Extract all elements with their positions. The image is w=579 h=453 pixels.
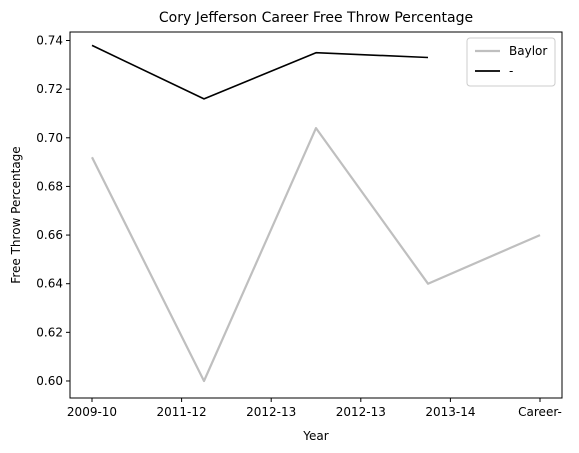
- legend: Baylor -: [466, 37, 556, 87]
- y-tick-label: 0.70: [36, 131, 63, 145]
- x-tick-label: 2012-13: [336, 405, 386, 419]
- plot-area: 0.60 0.62 0.64 0.66 0.68 0.70 0.72 0.74 2009-10 2…: [36, 31, 563, 419]
- legend-label-dash: -: [509, 64, 513, 78]
- x-tick-label: 2012-13: [246, 405, 296, 419]
- y-tick-label: 0.62: [36, 325, 63, 339]
- x-tick-label: 2009-10: [67, 405, 117, 419]
- plot-frame: [69, 31, 563, 399]
- x-tick-label: 2013-14: [425, 405, 475, 419]
- y-tick-label: 0.68: [36, 179, 63, 193]
- y-tick-label: 0.60: [36, 374, 63, 388]
- x-tick-label: 2011-12: [157, 405, 207, 419]
- y-tick-label: 0.66: [36, 228, 63, 242]
- y-tick-label: 0.74: [36, 34, 63, 48]
- series-line-baylor: [91, 127, 541, 383]
- legend-label-baylor: Baylor: [509, 44, 547, 58]
- y-tick-label: 0.64: [36, 277, 63, 291]
- y-tick-label: 0.72: [36, 82, 63, 96]
- chart-title: Cory Jefferson Career Free Throw Percent…: [159, 10, 473, 26]
- series-line-dash: [91, 44, 429, 100]
- x-axis-label: Year: [302, 429, 328, 443]
- y-axis-label: Free Throw Percentage: [9, 146, 23, 283]
- x-tick-label: Career-: [518, 405, 562, 419]
